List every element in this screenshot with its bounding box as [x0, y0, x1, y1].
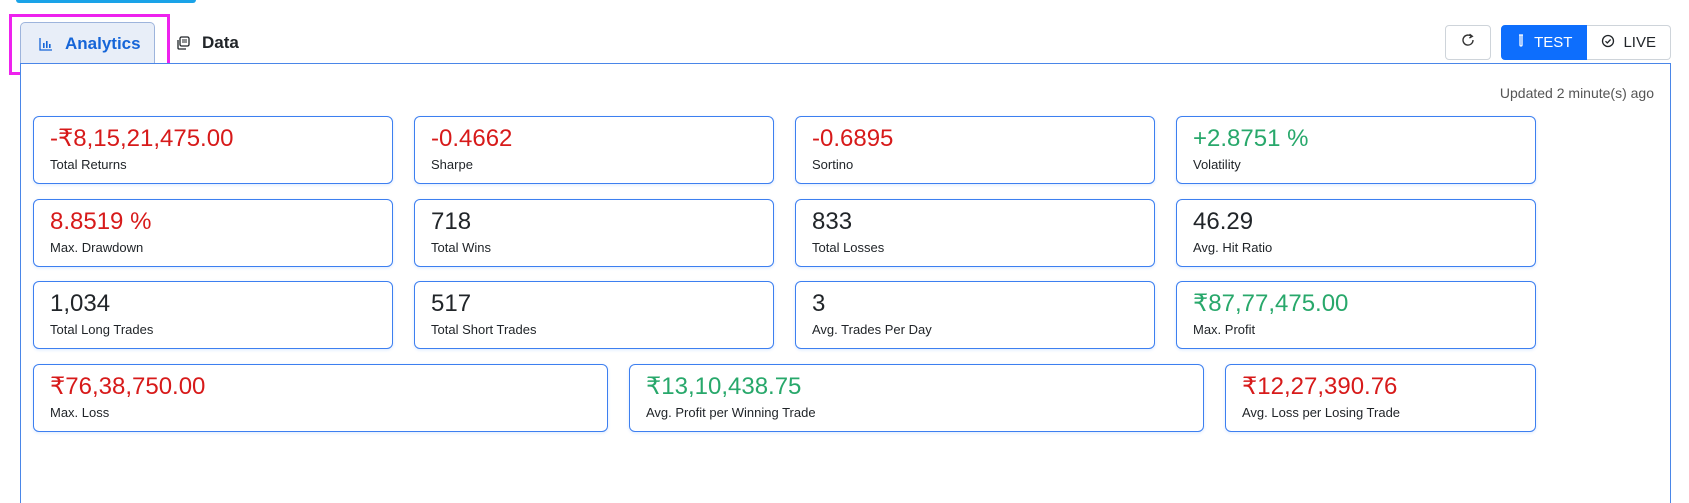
- copy-icon: [176, 36, 190, 50]
- check-circle-icon: [1601, 34, 1615, 52]
- metric-card-sortino: -0.6895 Sortino: [795, 116, 1155, 184]
- bar-chart-icon: [39, 37, 53, 51]
- metric-card-max-profit: ₹87,77,475.00 Max. Profit: [1176, 281, 1536, 349]
- mode-toggle-group: TEST LIVE: [1501, 25, 1671, 60]
- tab-data-label: Data: [202, 33, 239, 52]
- metric-value: ₹13,10,438.75: [646, 373, 802, 400]
- metric-card-avg-profit-per-winning-trade: ₹13,10,438.75 Avg. Profit per Winning Tr…: [629, 364, 1204, 432]
- metric-card-total-long-trades: 1,034 Total Long Trades: [33, 281, 393, 349]
- metric-value: -₹8,15,21,475.00: [50, 125, 234, 152]
- metric-card-max-drawdown: 8.8519 % Max. Drawdown: [33, 199, 393, 267]
- metric-value: 8.8519 %: [50, 208, 152, 235]
- live-mode-button[interactable]: LIVE: [1587, 25, 1671, 60]
- metric-card-total-short-trades: 517 Total Short Trades: [414, 281, 774, 349]
- metric-label: Total Losses: [812, 240, 885, 255]
- metric-label: Max. Profit: [1193, 322, 1256, 337]
- metric-value: 833: [812, 208, 853, 235]
- metric-value: 1,034: [50, 290, 111, 317]
- test-mode-button[interactable]: TEST: [1501, 25, 1588, 60]
- metric-card-avg-trades-per-day: 3 Avg. Trades Per Day: [795, 281, 1155, 349]
- metric-value: +2.8751 %: [1193, 125, 1309, 152]
- metric-card-volatility: +2.8751 % Volatility: [1176, 116, 1536, 184]
- metric-card-total-losses: 833 Total Losses: [795, 199, 1155, 267]
- metric-label: Max. Loss: [50, 405, 110, 420]
- metric-value: ₹12,27,390.76: [1242, 373, 1398, 400]
- toolbar: TEST LIVE: [1445, 25, 1671, 60]
- analytics-panel: Updated 2 minute(s) ago -₹8,15,21,475.00…: [20, 63, 1671, 503]
- test-tube-icon: [1516, 33, 1526, 52]
- metric-value: -0.6895: [812, 125, 894, 152]
- refresh-icon: [1460, 32, 1476, 53]
- metric-value: 718: [431, 208, 472, 235]
- top-accent-bar: [16, 0, 196, 3]
- metric-card-total-returns: -₹8,15,21,475.00 Total Returns: [33, 116, 393, 184]
- test-mode-label: TEST: [1534, 34, 1573, 51]
- metric-card-total-wins: 718 Total Wins: [414, 199, 774, 267]
- metric-value: ₹87,77,475.00: [1193, 290, 1349, 317]
- metric-label: Max. Drawdown: [50, 240, 144, 255]
- metric-label: Avg. Profit per Winning Trade: [646, 405, 816, 420]
- metric-label: Total Wins: [431, 240, 491, 255]
- refresh-button[interactable]: [1445, 25, 1492, 60]
- metric-label: Sharpe: [431, 157, 473, 172]
- metric-card-avg-loss-per-losing-trade: ₹12,27,390.76 Avg. Loss per Losing Trade: [1225, 364, 1536, 432]
- metric-label: Sortino: [812, 157, 854, 172]
- tab-analytics-label: Analytics: [65, 33, 141, 53]
- updated-timestamp: Updated 2 minute(s) ago: [1499, 85, 1654, 101]
- metric-value: -0.4662: [431, 125, 513, 152]
- metric-value: 517: [431, 290, 472, 317]
- metric-value: 3: [812, 290, 826, 317]
- metric-card-avg-hit-ratio: 46.29 Avg. Hit Ratio: [1176, 199, 1536, 267]
- metric-label: Avg. Hit Ratio: [1193, 240, 1273, 255]
- metric-card-max-loss: ₹76,38,750.00 Max. Loss: [33, 364, 608, 432]
- metric-label: Avg. Trades Per Day: [812, 322, 932, 337]
- live-mode-label: LIVE: [1623, 34, 1656, 51]
- tab-analytics[interactable]: Analytics: [20, 22, 155, 64]
- metric-card-sharpe: -0.4662 Sharpe: [414, 116, 774, 184]
- metric-label: Total Long Trades: [50, 322, 154, 337]
- metric-value: ₹76,38,750.00: [50, 373, 206, 400]
- metric-label: Volatility: [1193, 157, 1241, 172]
- metric-label: Total Short Trades: [431, 322, 537, 337]
- metric-label: Avg. Loss per Losing Trade: [1242, 405, 1401, 420]
- tab-data[interactable]: Data: [172, 22, 239, 64]
- metric-label: Total Returns: [50, 157, 127, 172]
- metric-value: 46.29: [1193, 208, 1254, 235]
